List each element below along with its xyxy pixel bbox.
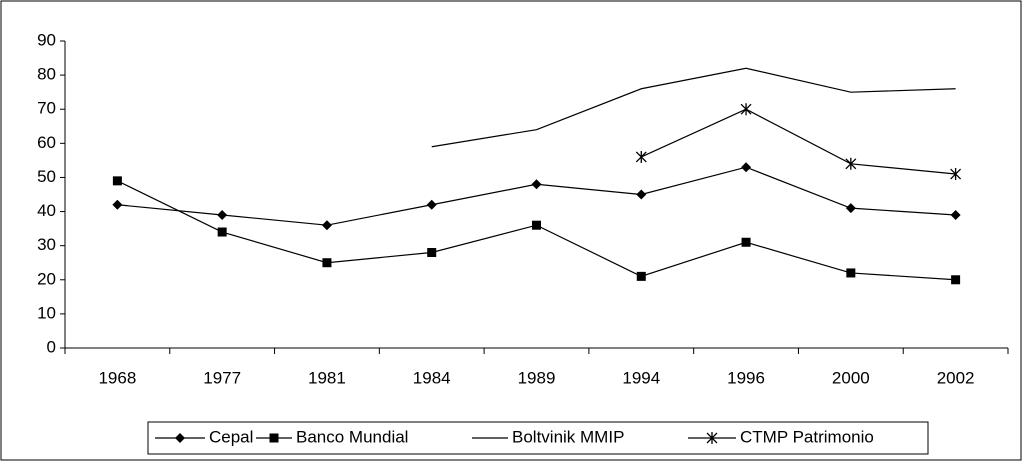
marker — [532, 220, 541, 230]
y-tick-label: 0 — [47, 337, 56, 356]
marker — [741, 162, 752, 173]
legend-label: Banco Mundial — [296, 427, 408, 446]
marker — [175, 433, 185, 443]
y-tick-label: 30 — [37, 235, 56, 254]
y-tick-label: 10 — [37, 303, 56, 322]
marker — [269, 433, 279, 443]
x-tick-label: 1984 — [413, 368, 451, 387]
marker — [636, 271, 646, 281]
marker — [846, 268, 856, 278]
y-tick-label: 80 — [37, 65, 56, 84]
legend-label: Cepal — [209, 427, 253, 446]
marker — [531, 179, 542, 190]
marker — [636, 189, 647, 200]
marker — [845, 157, 857, 170]
marker — [322, 258, 332, 268]
marker — [950, 209, 961, 220]
series-line — [641, 108, 956, 175]
series-line — [431, 67, 956, 148]
y-tick-label: 20 — [37, 269, 56, 288]
y-tick-label: 40 — [37, 201, 56, 220]
marker — [426, 199, 437, 210]
marker — [635, 150, 647, 163]
x-tick-label: 1977 — [203, 368, 241, 387]
x-tick-label: 1968 — [98, 368, 136, 387]
marker — [845, 203, 856, 214]
x-tick-label: 2002 — [937, 368, 975, 387]
x-tick-label: 1996 — [727, 368, 765, 387]
marker — [427, 247, 437, 257]
legend-label: Boltvinik MMIP — [512, 427, 624, 446]
marker — [706, 432, 718, 444]
marker — [112, 176, 122, 186]
marker — [217, 209, 228, 220]
marker — [112, 199, 123, 210]
y-tick-label: 50 — [37, 167, 56, 186]
x-tick-label: 1994 — [622, 368, 660, 387]
marker — [321, 220, 332, 231]
x-tick-label: 2000 — [832, 368, 870, 387]
y-tick-label: 90 — [37, 30, 56, 49]
marker — [217, 227, 227, 237]
legend-label: CTMP Patrimonio — [740, 427, 874, 446]
marker — [950, 168, 962, 181]
marker — [740, 103, 752, 116]
y-tick-label: 70 — [37, 99, 56, 118]
x-tick-label: 1989 — [518, 368, 556, 387]
marker — [741, 237, 751, 247]
y-tick-label: 60 — [37, 133, 56, 152]
x-tick-label: 1981 — [308, 368, 346, 387]
marker — [951, 275, 961, 285]
